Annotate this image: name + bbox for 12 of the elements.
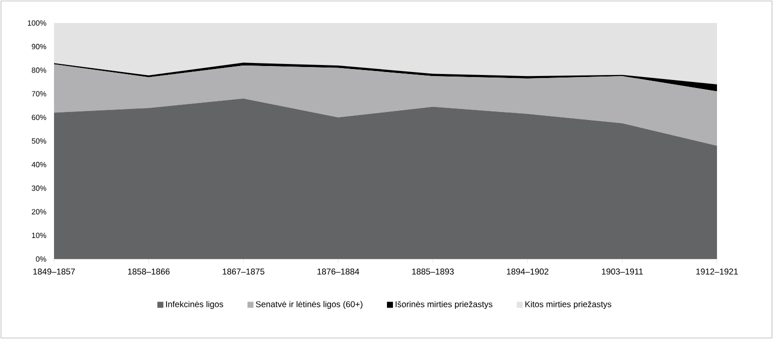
x-tick-label: 1903–1911 <box>602 268 643 275</box>
x-tick-label: 1867–1875 <box>222 268 264 275</box>
legend-label: Senatvė ir lėtinės ligos (60+) <box>256 300 362 309</box>
x-tick-label: 1894–1902 <box>506 268 548 275</box>
legend-label: Infekcinės ligos <box>166 300 224 309</box>
legend-label: Kitos mirties priežastys <box>525 300 612 309</box>
x-tick-label: 1876–1884 <box>318 268 360 275</box>
x-tick-label: 1858–1866 <box>128 268 170 275</box>
legend-label: Išorinės mirties priežastys <box>396 300 492 309</box>
x-tick-label: 1849–1857 <box>33 268 75 275</box>
x-tick-label: 1885–1893 <box>412 268 454 275</box>
x-tick-label: 1912–1921 <box>696 268 738 275</box>
